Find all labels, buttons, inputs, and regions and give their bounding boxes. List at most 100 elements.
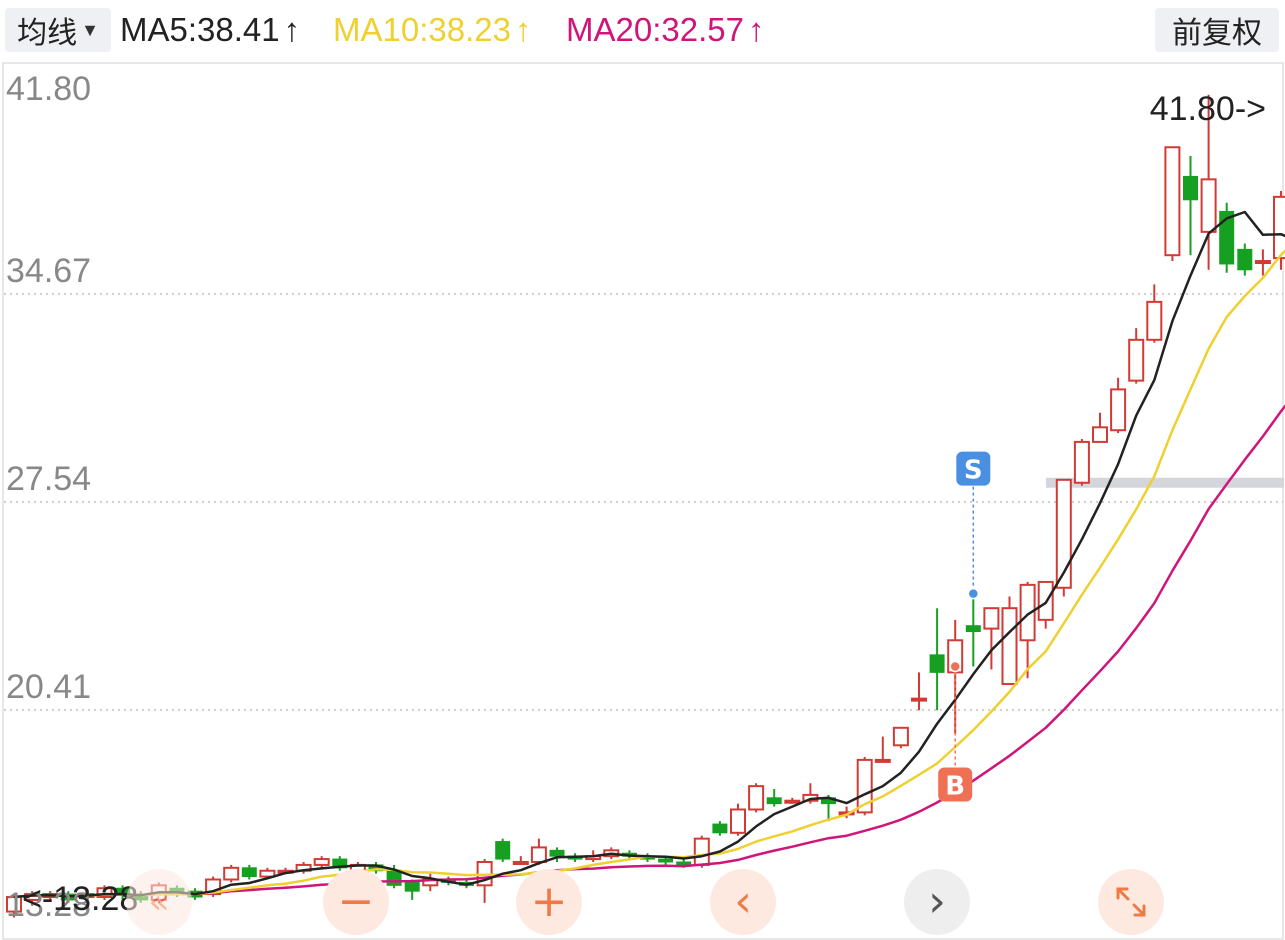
candle-body-up (1254, 260, 1271, 265)
candle (892, 726, 909, 749)
buy-signal[interactable]: B (938, 660, 973, 802)
ma20-line (13, 404, 1285, 899)
y-tick-label: 34.67 (6, 252, 91, 290)
candle-body-up (1019, 583, 1036, 642)
ma10-legend: MA10:38.23 ↑ (333, 8, 531, 52)
fullscreen-button[interactable] (1098, 869, 1164, 935)
chevron-right-icon: › (928, 876, 946, 927)
candle-body-up (748, 785, 765, 811)
zoom-out-button[interactable]: − (323, 869, 389, 935)
ma5-legend: MA5:38.41 ↑ (120, 8, 300, 52)
ma5-value: MA5:38.41 (120, 11, 280, 48)
candle-body-up (512, 860, 529, 865)
candle (730, 803, 746, 836)
candle-body-up (892, 726, 909, 747)
candle-body-up (874, 758, 891, 763)
candle-body-up (856, 758, 873, 814)
ma-layer (13, 210, 1285, 899)
sell-signal[interactable]: S (956, 451, 991, 600)
candle-body-up (730, 808, 746, 834)
grid-layer (4, 293, 1283, 711)
candle-body-up (313, 858, 330, 866)
candle (929, 608, 945, 711)
candle-body-down (929, 654, 945, 673)
buy-point (949, 660, 961, 673)
candle-body-up (1200, 178, 1217, 233)
candle (313, 856, 330, 868)
candle-body-down (241, 867, 257, 878)
candle (1200, 94, 1217, 270)
candle (748, 783, 765, 813)
candle (784, 797, 801, 804)
ma20-up-arrow-icon: ↑ (747, 11, 765, 48)
candle-body-up (1073, 440, 1090, 484)
candle (911, 672, 927, 711)
candle (874, 736, 891, 763)
buy-badge (938, 767, 973, 802)
indicator-select[interactable]: 均线 ▼ (5, 8, 111, 52)
candle (1219, 202, 1235, 273)
candle-body-up (1110, 388, 1127, 432)
candle (96, 885, 113, 900)
ma5-line (13, 210, 1285, 899)
candle-body-up (1146, 300, 1163, 341)
candle (512, 856, 529, 865)
candle-body-down (766, 797, 782, 805)
signal-layer: SB (938, 451, 991, 802)
candle-body-down (549, 849, 565, 857)
candle (1237, 243, 1253, 276)
candle-body-down (712, 823, 728, 834)
candle (1146, 284, 1163, 343)
candle (404, 879, 420, 900)
candle-body-up (911, 697, 927, 702)
candle (1001, 596, 1018, 686)
candle-body-down (386, 870, 402, 886)
low-price-marker: <-13.28 (22, 880, 138, 918)
resistance-layer (1046, 477, 1284, 488)
resistance-band (1046, 477, 1284, 488)
scroll-start-button[interactable]: « (126, 869, 192, 935)
scroll-right-button[interactable]: › (904, 869, 970, 935)
candle-body-up (1273, 195, 1285, 260)
minus-icon: − (337, 876, 375, 927)
plus-icon: + (530, 876, 568, 927)
expand-icon (1116, 887, 1146, 917)
candle-body-up (259, 869, 276, 878)
candle (223, 864, 240, 883)
sell-point (967, 587, 980, 600)
candle-body-down (404, 881, 420, 892)
candle (965, 590, 981, 667)
candle-body-up (1001, 607, 1018, 686)
scroll-left-button[interactable]: ‹ (710, 869, 776, 935)
double-chevron-left-icon: « (148, 882, 170, 922)
buy-badge-label: B (945, 772, 965, 802)
candle (766, 789, 782, 807)
candle (712, 821, 728, 836)
ma5-up-arrow-icon: ↑ (283, 11, 301, 48)
candle (1019, 581, 1036, 679)
zoom-in-button[interactable]: + (516, 869, 582, 935)
candle (856, 756, 873, 816)
adjust-mode-button[interactable]: 前复权 (1155, 8, 1279, 52)
candle-body-down (1183, 175, 1198, 201)
ma10-line (13, 249, 1285, 899)
ma20-value: MA20:32.57 (566, 11, 744, 48)
candle (1254, 249, 1271, 276)
candle-layer (6, 94, 1285, 918)
candle (1164, 146, 1181, 262)
candle (1183, 156, 1198, 256)
axis-label-layer: 41.80 34.67 27.54 20.41 13.28 (6, 70, 91, 924)
candle-body-up (693, 837, 710, 866)
candle-body-up (784, 799, 801, 804)
candle-body-up (983, 607, 1000, 630)
sell-badge (956, 451, 991, 486)
candle-body-up (96, 887, 113, 898)
candle (1055, 478, 1072, 597)
candle (1128, 328, 1145, 384)
ma10-up-arrow-icon: ↑ (514, 11, 532, 48)
candle-body-up (1055, 478, 1072, 589)
candle-body-up (1128, 338, 1145, 382)
ma20-legend: MA20:32.57 ↑ (566, 8, 764, 52)
indicator-toolbar: 均线 ▼ MA5:38.41 ↑ MA10:38.23 ↑ MA20:32.57 ↑ 前… (0, 0, 1285, 62)
